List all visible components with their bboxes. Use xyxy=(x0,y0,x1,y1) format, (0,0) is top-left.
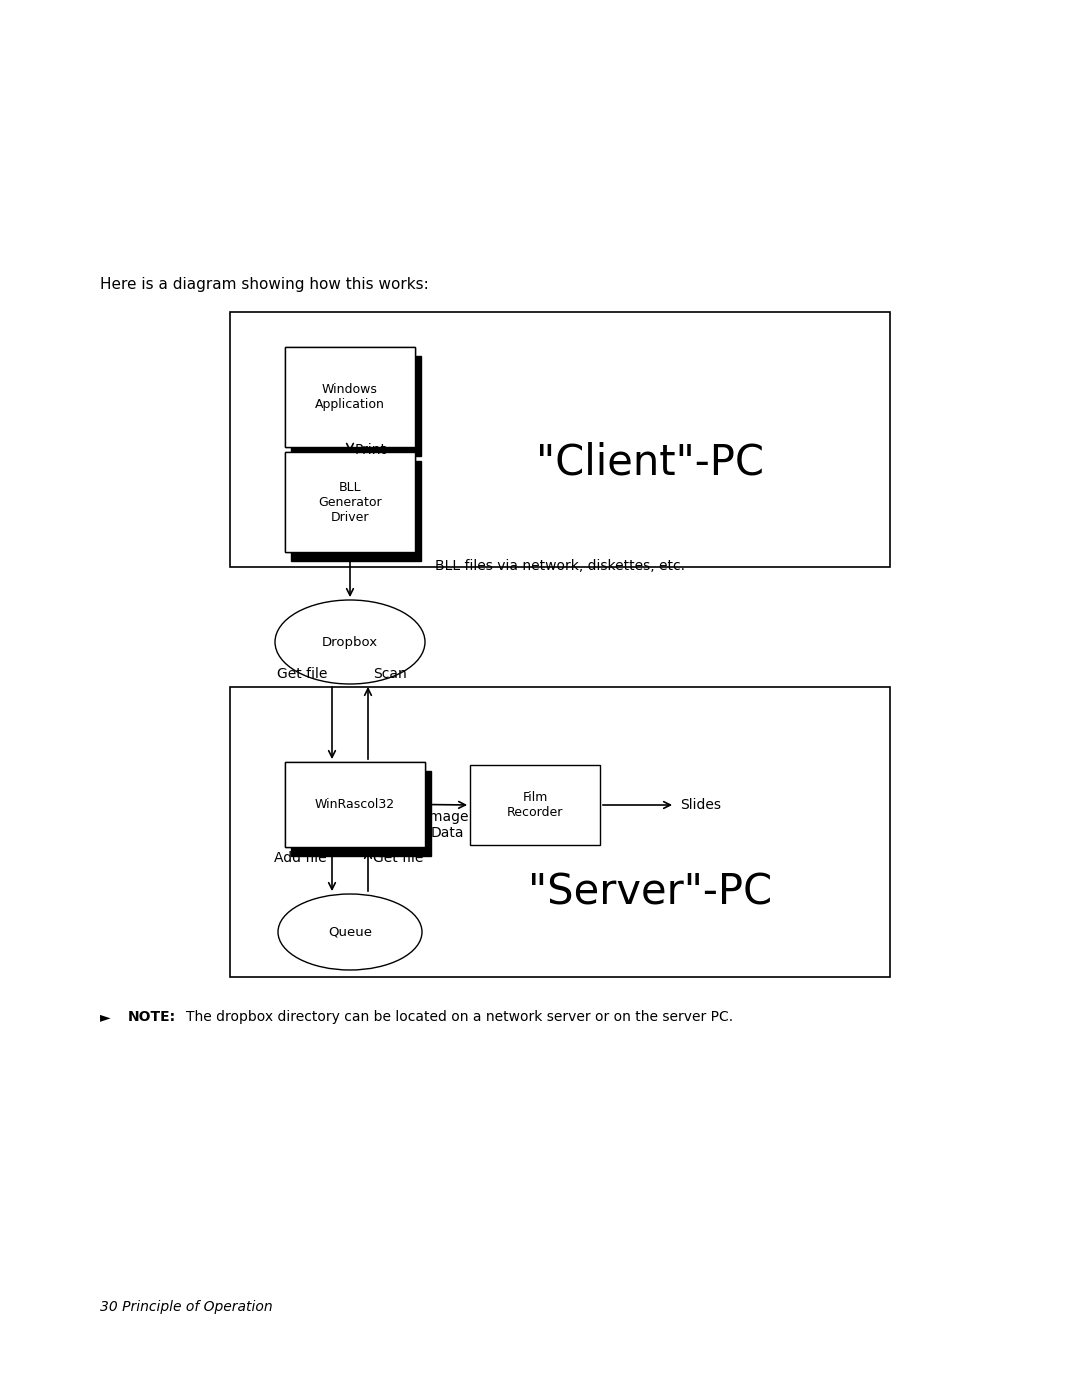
Text: 30 Principle of Operation: 30 Principle of Operation xyxy=(100,1301,272,1315)
Text: Slides: Slides xyxy=(680,798,721,812)
Text: Here is a diagram showing how this works:: Here is a diagram showing how this works… xyxy=(100,277,429,292)
Text: NOTE:: NOTE: xyxy=(129,1010,176,1024)
Text: BLL
Generator
Driver: BLL Generator Driver xyxy=(319,481,382,524)
Bar xyxy=(291,461,421,562)
Text: WinRascol32: WinRascol32 xyxy=(315,798,395,812)
Ellipse shape xyxy=(275,599,426,685)
Text: Windows
Application: Windows Application xyxy=(315,383,384,411)
Bar xyxy=(285,761,426,847)
Bar xyxy=(230,312,890,567)
Text: Add file: Add file xyxy=(274,852,327,866)
Text: Get file: Get file xyxy=(373,852,423,866)
Text: ►: ► xyxy=(100,1010,110,1024)
Bar xyxy=(291,771,431,856)
Bar xyxy=(291,356,421,455)
Text: Scan: Scan xyxy=(373,666,407,680)
Bar xyxy=(230,687,890,977)
Bar xyxy=(285,346,415,447)
Text: "Client"-PC: "Client"-PC xyxy=(536,441,764,483)
Ellipse shape xyxy=(278,894,422,970)
Text: Image
Data: Image Data xyxy=(426,810,469,840)
Text: Film
Recorder: Film Recorder xyxy=(507,791,563,819)
Bar xyxy=(285,761,426,847)
Text: Dropbox: Dropbox xyxy=(322,636,378,648)
Text: The dropbox directory can be located on a network server or on the server PC.: The dropbox directory can be located on … xyxy=(186,1010,733,1024)
Text: Queue: Queue xyxy=(328,925,372,939)
Text: BLL files via network, diskettes, etc.: BLL files via network, diskettes, etc. xyxy=(435,559,685,573)
Bar xyxy=(470,766,600,845)
Text: Get file: Get file xyxy=(276,666,327,680)
Bar xyxy=(285,346,415,447)
Text: "Server"-PC: "Server"-PC xyxy=(528,870,772,914)
Bar xyxy=(285,453,415,552)
Bar xyxy=(285,453,415,552)
Text: Print: Print xyxy=(355,443,387,457)
